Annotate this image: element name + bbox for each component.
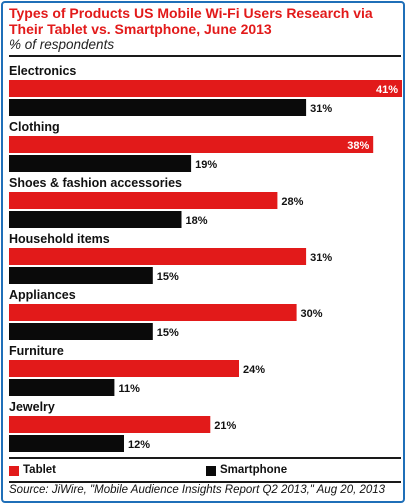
- value-label-smartphone-jewelry: 12%: [128, 439, 150, 451]
- category-label-appliances: Appliances: [9, 288, 76, 302]
- value-label-smartphone-household-items: 15%: [157, 271, 179, 283]
- legend-swatch-smartphone: [206, 466, 216, 476]
- bar-smartphone-appliances: [9, 323, 153, 340]
- category-label-shoes-fashion-accessories: Shoes & fashion accessories: [9, 176, 182, 190]
- legend-swatch-tablet: [9, 466, 19, 476]
- bar-smartphone-household-items: [9, 267, 153, 284]
- bar-smartphone-clothing: [9, 155, 191, 172]
- value-label-tablet-jewelry: 21%: [214, 420, 236, 432]
- value-label-smartphone-furniture: 11%: [118, 383, 140, 395]
- bar-chart: Electronics 41% 31% Clothing 38% 19% Shoes & f…: [3, 3, 403, 501]
- value-label-smartphone-clothing: 19%: [195, 159, 217, 171]
- value-label-smartphone-shoes-fashion-accessories: 18%: [186, 215, 208, 227]
- bar-tablet-furniture: [9, 360, 239, 377]
- value-label-tablet-shoes-fashion-accessories: 28%: [281, 196, 303, 208]
- category-label-furniture: Furniture: [9, 344, 64, 358]
- value-label-smartphone-electronics: 31%: [310, 103, 332, 115]
- category-label-household-items: Household items: [9, 232, 110, 246]
- bar-smartphone-shoes-fashion-accessories: [9, 211, 182, 228]
- legend-label-smartphone: Smartphone: [220, 464, 287, 476]
- category-label-clothing: Clothing: [9, 120, 60, 134]
- bottom-rule: [9, 481, 401, 483]
- legend-rule: [9, 457, 401, 459]
- value-label-tablet-household-items: 31%: [310, 252, 332, 264]
- value-label-tablet-clothing: 38%: [347, 140, 369, 152]
- value-label-tablet-furniture: 24%: [243, 364, 265, 376]
- category-label-jewelry: Jewelry: [9, 400, 55, 414]
- value-label-tablet-appliances: 30%: [301, 308, 323, 320]
- value-label-smartphone-appliances: 15%: [157, 327, 179, 339]
- category-label-electronics: Electronics: [9, 64, 76, 78]
- bar-smartphone-electronics: [9, 99, 306, 116]
- bar-tablet-household-items: [9, 248, 306, 265]
- bar-smartphone-furniture: [9, 379, 114, 396]
- source-note: Source: JiWire, "Mobile Audience Insight…: [9, 484, 385, 496]
- bar-tablet-shoes-fashion-accessories: [9, 192, 277, 209]
- value-label-tablet-electronics: 41%: [376, 84, 398, 96]
- bar-tablet-jewelry: [9, 416, 210, 433]
- bar-smartphone-jewelry: [9, 435, 124, 452]
- bar-tablet-clothing: [9, 136, 373, 153]
- bar-tablet-appliances: [9, 304, 297, 321]
- legend-label-tablet: Tablet: [23, 464, 56, 476]
- bar-tablet-electronics: [9, 80, 402, 97]
